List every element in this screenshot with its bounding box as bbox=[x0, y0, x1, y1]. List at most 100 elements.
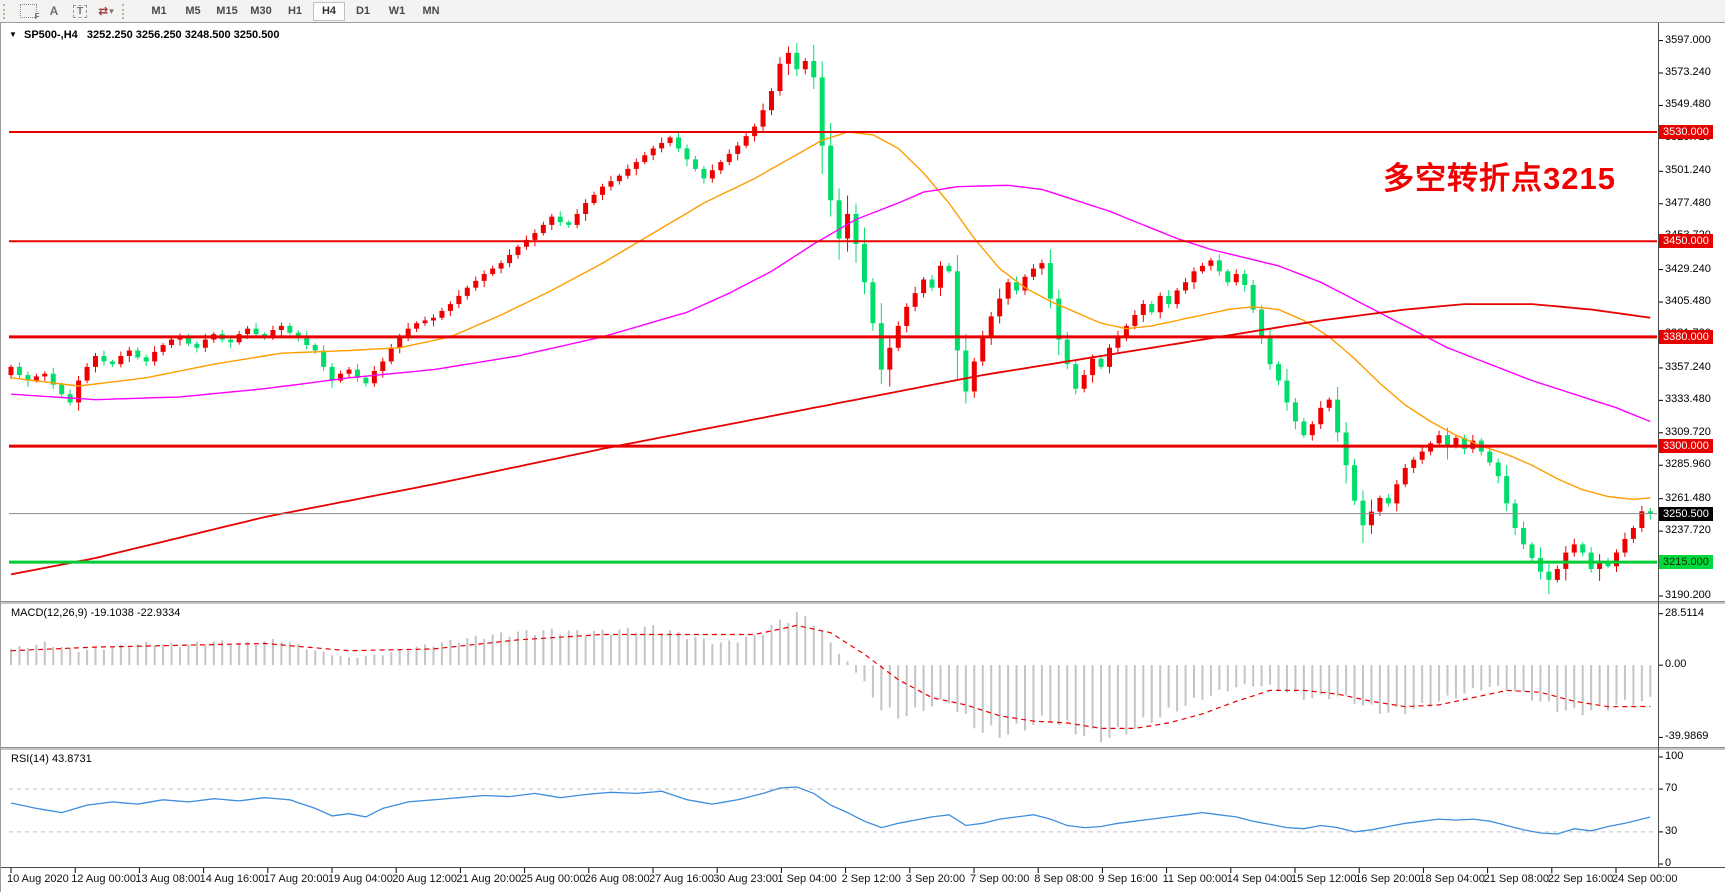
candle-body bbox=[1132, 315, 1138, 326]
price-tick-label: 3190.200 bbox=[1665, 588, 1711, 601]
time-axis-label[interactable]: 13 Aug 08:00 bbox=[135, 873, 201, 885]
timeframe-button-w1[interactable]: W1 bbox=[388, 4, 406, 17]
time-axis-label[interactable]: 3 Sep 20:00 bbox=[905, 873, 966, 885]
candle-body bbox=[676, 137, 682, 149]
candle-body bbox=[532, 233, 538, 240]
time-axis-label[interactable]: 9 Sep 16:00 bbox=[1098, 873, 1158, 885]
time-axis-label[interactable]: 19 Aug 04:00 bbox=[328, 873, 393, 885]
candle-body bbox=[1318, 407, 1324, 425]
candle-body bbox=[194, 343, 200, 348]
time-axis-label[interactable]: 22 Sep 16:00 bbox=[1547, 873, 1614, 885]
level-price-label-3300[interactable]: 3300.000 bbox=[1659, 439, 1713, 454]
candle-body bbox=[659, 142, 665, 149]
time-axis-label[interactable]: 21 Aug 20:00 bbox=[456, 873, 522, 885]
candle-body bbox=[557, 216, 563, 223]
timeframe-button-m15[interactable]: M15 bbox=[216, 4, 238, 17]
timeframe-button-m1[interactable]: M1 bbox=[151, 4, 167, 17]
level-price-label-3450[interactable]: 3450.000 bbox=[1659, 234, 1713, 249]
time-axis-label[interactable]: 2 Sep 12:00 bbox=[841, 873, 901, 885]
crosshair-grid-icon[interactable]: F bbox=[16, 2, 40, 21]
price-tick-label: 3405.480 bbox=[1665, 295, 1711, 308]
timeframe-button-mn[interactable]: MN bbox=[422, 4, 440, 17]
timeframe-button-m30[interactable]: M30 bbox=[250, 4, 272, 17]
candle-body bbox=[50, 373, 56, 385]
candle-body bbox=[25, 375, 31, 381]
candle-body bbox=[1250, 284, 1256, 310]
candle-body bbox=[1554, 568, 1560, 580]
panel-divider-rsi[interactable] bbox=[1, 747, 1725, 750]
timeframe-button-h4[interactable]: H4 bbox=[313, 1, 345, 21]
candle-body bbox=[540, 224, 546, 234]
symbol-dropdown-icon[interactable]: ▼ bbox=[9, 30, 17, 39]
time-axis-label[interactable]: 15 Sep 12:00 bbox=[1291, 873, 1357, 885]
candle-body bbox=[1233, 274, 1239, 283]
candle-body bbox=[1098, 358, 1104, 367]
candle-body bbox=[169, 339, 175, 346]
candle-body bbox=[819, 77, 825, 146]
panel-divider-macd[interactable] bbox=[1, 601, 1725, 604]
time-axis-label[interactable]: 8 Sep 08:00 bbox=[1034, 873, 1094, 885]
candle-body bbox=[1073, 364, 1079, 389]
time-axis-label[interactable]: 18 Sep 04:00 bbox=[1419, 873, 1485, 885]
text-box-icon[interactable]: T bbox=[68, 2, 92, 20]
time-axis-label[interactable]: 14 Aug 16:00 bbox=[199, 873, 265, 885]
candle-body bbox=[1081, 375, 1087, 389]
candle-body bbox=[633, 162, 639, 169]
candle-body bbox=[1208, 260, 1214, 266]
candle-body bbox=[1123, 325, 1129, 337]
candle-body bbox=[33, 376, 39, 381]
candle-body bbox=[1622, 538, 1628, 553]
indicator-arrows-icon[interactable]: ⇄ ▾ bbox=[98, 4, 114, 18]
annotation-text[interactable]: 多空转折点3215 bbox=[1383, 161, 1616, 196]
time-axis-label[interactable]: 10 Aug 2020 bbox=[7, 873, 69, 885]
dropdown-caret-icon[interactable]: ▾ bbox=[109, 5, 114, 16]
time-axis-label[interactable]: 14 Sep 04:00 bbox=[1226, 873, 1293, 885]
candle-body bbox=[1039, 263, 1045, 269]
candle-body bbox=[1504, 476, 1510, 504]
candle-body bbox=[228, 339, 234, 343]
candle-body bbox=[490, 268, 496, 275]
time-axis-label[interactable]: 7 Sep 00:00 bbox=[970, 873, 1030, 885]
chart-canvas[interactable] bbox=[1, 23, 1725, 892]
candle-body bbox=[1301, 421, 1307, 436]
macd-signal-line bbox=[10, 624, 1651, 730]
time-axis-label[interactable]: 27 Aug 16:00 bbox=[649, 873, 714, 885]
toolbar-drag-handle[interactable] bbox=[3, 3, 10, 19]
time-axis-label[interactable]: 30 Aug 23:00 bbox=[713, 873, 779, 885]
time-axis-label[interactable]: 24 Sep 00:00 bbox=[1612, 873, 1678, 885]
timeframe-button-h1[interactable]: H1 bbox=[287, 4, 303, 17]
candle-body bbox=[921, 279, 927, 294]
level-price-label-3215[interactable]: 3215.000 bbox=[1659, 555, 1713, 570]
timeframe-button-d1[interactable]: D1 bbox=[355, 4, 371, 17]
candle-body bbox=[42, 373, 48, 377]
time-axis-label[interactable]: 17 Aug 20:00 bbox=[263, 873, 329, 885]
time-axis-label[interactable]: 25 Aug 00:00 bbox=[520, 873, 586, 885]
text-label-icon[interactable]: A bbox=[49, 4, 59, 18]
candle-body bbox=[431, 317, 436, 321]
level-price-label-3530[interactable]: 3530.000 bbox=[1659, 125, 1713, 140]
candle-body bbox=[1157, 295, 1163, 313]
candle-body bbox=[329, 366, 335, 381]
time-axis-label[interactable]: 26 Aug 08:00 bbox=[584, 873, 650, 885]
time-axis-label[interactable]: 11 Sep 00:00 bbox=[1162, 873, 1228, 885]
macd-scale-label: 28.5114 bbox=[1665, 606, 1704, 619]
candle-body bbox=[777, 63, 783, 92]
time-axis-label[interactable]: 16 Sep 20:00 bbox=[1355, 873, 1421, 885]
candle-body bbox=[498, 263, 504, 269]
time-axis-label[interactable]: 20 Aug 12:00 bbox=[392, 873, 458, 885]
candle-body bbox=[1461, 437, 1467, 449]
time-axis-label[interactable]: 12 Aug 00:00 bbox=[71, 873, 137, 885]
time-axis-label[interactable]: 1 Sep 04:00 bbox=[777, 873, 837, 885]
candle-body bbox=[1614, 552, 1619, 567]
candle-body bbox=[1402, 467, 1408, 485]
candle-body bbox=[76, 380, 82, 403]
time-axis-label[interactable]: 21 Sep 08:00 bbox=[1483, 873, 1550, 885]
candle-body bbox=[1191, 271, 1197, 283]
candle-body bbox=[1647, 511, 1653, 514]
candle-body bbox=[304, 336, 310, 346]
candle-body bbox=[1571, 544, 1577, 553]
level-price-label-3380[interactable]: 3380.000 bbox=[1659, 329, 1713, 344]
candle-body bbox=[1360, 500, 1366, 526]
timeframe-button-m5[interactable]: M5 bbox=[185, 4, 201, 17]
candle-body bbox=[743, 136, 749, 146]
